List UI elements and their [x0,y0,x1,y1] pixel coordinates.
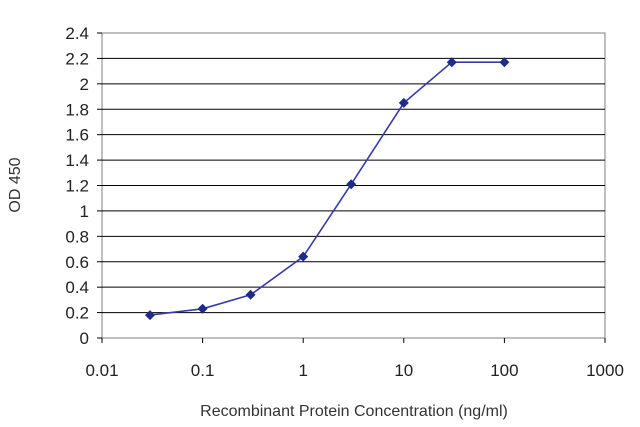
x-tick-label: 0.1 [191,361,215,380]
y-tick-label: 0.6 [65,253,89,272]
series-line-0 [149,61,505,316]
y-tick-label: 1.4 [65,151,89,170]
y-tick-label: 2.4 [65,24,89,43]
data-point-6 [446,57,457,68]
y-tick-label: 2 [80,75,89,94]
y-tick-label: 0.2 [65,304,89,323]
y-tick-label: 1.6 [65,126,89,145]
data-point-3 [298,251,309,262]
data-point-1 [197,303,208,314]
x-tick-label: 1000 [586,361,624,380]
x-axis-ticks: 0.01 0.1 1 10 100 1000 [85,338,624,380]
data-point-2 [245,289,256,300]
y-tick-label: 1.8 [65,100,89,119]
x-tick-label: 100 [490,361,518,380]
x-tick-label: 0.01 [85,361,118,380]
y-axis-ticks: 0 0.2 0.4 0.6 0.8 1 1.2 1.4 1.6 1.8 2 2.2 2.4 [65,24,102,348]
data-point-0 [144,310,155,321]
y-tick-label: 1.2 [65,177,89,196]
y-tick-label: 0.8 [65,227,89,246]
y-tick-label: 2.2 [65,49,89,68]
data-point-5 [398,97,409,108]
x-tick-label: 10 [394,361,413,380]
gridlines [102,57,605,314]
y-tick-label: 1 [80,202,89,221]
data-point-4 [346,179,357,190]
series-group [144,57,510,321]
data-point-7 [499,57,510,68]
y-axis-title: OD 450 [7,157,24,212]
y-tick-label: 0.4 [65,278,89,297]
y-tick-label: 0 [80,329,89,348]
x-tick-label: 1 [298,361,307,380]
x-axis-title: Recombinant Protein Concentration (ng/ml… [200,403,508,420]
